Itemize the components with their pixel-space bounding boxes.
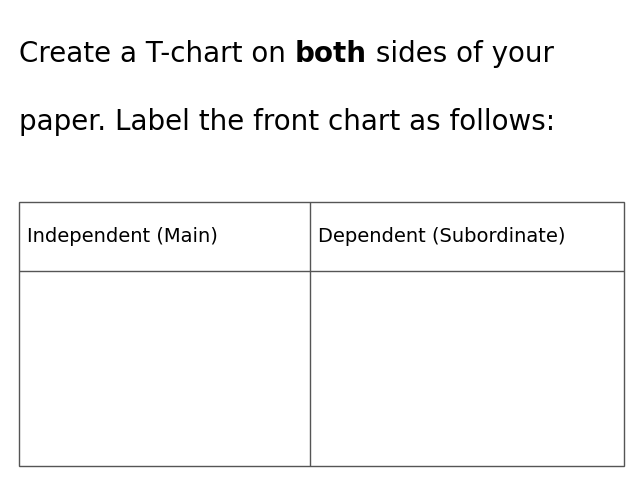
Bar [19,202,624,466]
Text: Independent (Main): Independent (Main) [27,227,218,246]
Text: paper. Label the front chart as follows:: paper. Label the front chart as follows: [19,108,556,136]
Text: Dependent (Subordinate): Dependent (Subordinate) [318,227,566,246]
Text: both: both [295,40,367,68]
Text: sides of your: sides of your [367,40,554,68]
Text: Create a T-chart on: Create a T-chart on [19,40,295,68]
